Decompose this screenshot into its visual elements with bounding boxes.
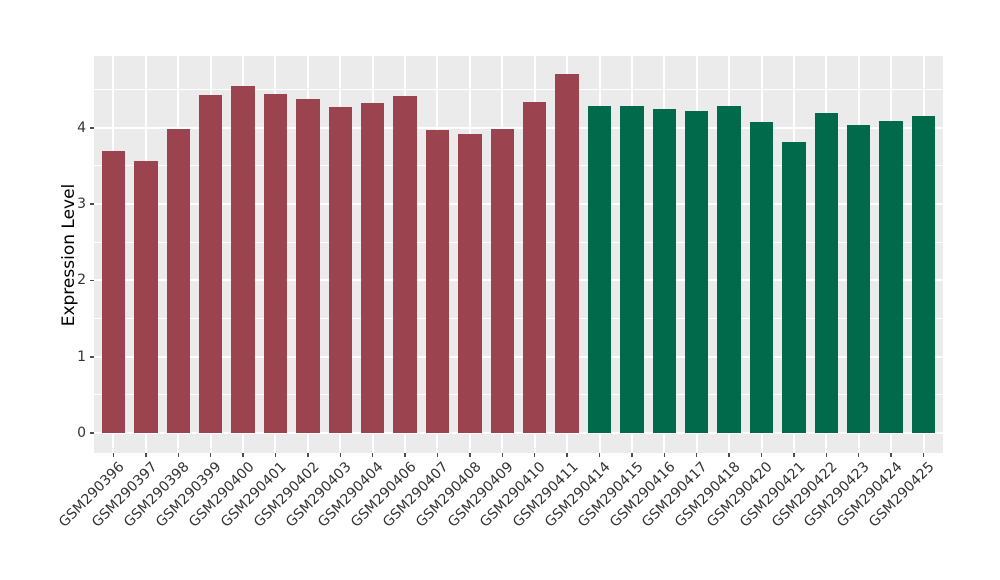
bar-GSM290396 xyxy=(101,151,126,434)
x-tick-mark xyxy=(598,453,601,457)
bar-GSM290408 xyxy=(458,133,482,434)
x-tick-mark xyxy=(371,453,374,457)
x-tick-mark xyxy=(760,453,763,457)
minor-gridline-horizontal xyxy=(94,318,943,320)
x-tick-mark xyxy=(857,453,860,457)
bar-GSM290403 xyxy=(328,107,352,434)
x-tick-mark xyxy=(145,453,147,457)
bar-GSM290415 xyxy=(620,105,644,434)
minor-gridline-horizontal xyxy=(94,89,943,91)
y-tick-label: 4 xyxy=(77,119,86,136)
x-tick-mark xyxy=(112,453,115,457)
minor-gridline-horizontal xyxy=(94,394,943,396)
y-tick-label: 2 xyxy=(77,272,86,289)
bar-GSM290397 xyxy=(134,161,158,434)
x-tick-mark xyxy=(728,453,730,457)
x-tick-mark xyxy=(663,453,666,457)
major-gridline-horizontal xyxy=(94,203,943,206)
bar-GSM290406 xyxy=(393,96,417,434)
bar-GSM290398 xyxy=(166,128,190,434)
x-tick-mark xyxy=(242,453,244,457)
y-tick-mark xyxy=(90,203,94,205)
bar-GSM290414 xyxy=(587,105,612,434)
y-tick-mark xyxy=(90,356,94,358)
x-tick-mark xyxy=(274,453,277,457)
y-tick-mark xyxy=(90,127,94,129)
y-tick-label: 3 xyxy=(77,196,86,213)
bar-GSM290421 xyxy=(782,141,806,434)
x-tick-mark xyxy=(501,453,504,457)
x-tick-mark xyxy=(404,453,406,457)
minor-gridline-horizontal xyxy=(94,165,943,167)
x-tick-mark xyxy=(566,453,568,457)
x-tick-mark xyxy=(436,453,439,457)
major-gridline-horizontal xyxy=(94,279,943,282)
bar-GSM290420 xyxy=(749,122,774,434)
bar-GSM290423 xyxy=(847,125,871,434)
bar-GSM290425 xyxy=(911,116,936,434)
major-gridline-horizontal xyxy=(94,126,943,129)
bar-GSM290417 xyxy=(685,110,709,434)
bar-GSM290410 xyxy=(523,101,547,434)
bar-GSM290400 xyxy=(231,85,255,434)
x-tick-mark xyxy=(793,453,795,457)
y-tick-label: 1 xyxy=(77,348,86,365)
x-tick-mark xyxy=(825,453,828,457)
y-tick-mark xyxy=(90,279,94,282)
bar-GSM290422 xyxy=(814,113,838,434)
major-gridline-horizontal xyxy=(94,355,943,358)
x-tick-mark xyxy=(922,453,925,457)
x-tick-mark xyxy=(695,453,698,457)
bar-GSM290399 xyxy=(198,94,223,434)
bar-GSM290402 xyxy=(296,98,320,434)
bar-GSM290416 xyxy=(652,109,676,434)
x-tick-mark xyxy=(209,453,212,457)
x-tick-mark xyxy=(469,453,471,457)
major-gridline-horizontal xyxy=(94,432,943,435)
bar-GSM290404 xyxy=(361,103,385,434)
plot-panel xyxy=(94,56,943,453)
bar-GSM290401 xyxy=(263,94,288,434)
bar-GSM290418 xyxy=(717,106,741,434)
bar-GSM290407 xyxy=(425,130,450,434)
minor-gridline-horizontal xyxy=(94,241,943,243)
y-tick-mark xyxy=(90,432,94,434)
x-tick-mark xyxy=(890,453,892,457)
x-tick-mark xyxy=(339,453,342,457)
x-tick-mark xyxy=(177,453,179,457)
bar-GSM290411 xyxy=(555,73,579,434)
bar-GSM290424 xyxy=(879,120,903,434)
x-tick-mark xyxy=(533,453,536,457)
y-tick-label: 0 xyxy=(77,425,86,442)
bar-GSM290409 xyxy=(490,128,514,434)
x-tick-mark xyxy=(307,453,309,457)
x-tick-mark xyxy=(631,453,633,457)
